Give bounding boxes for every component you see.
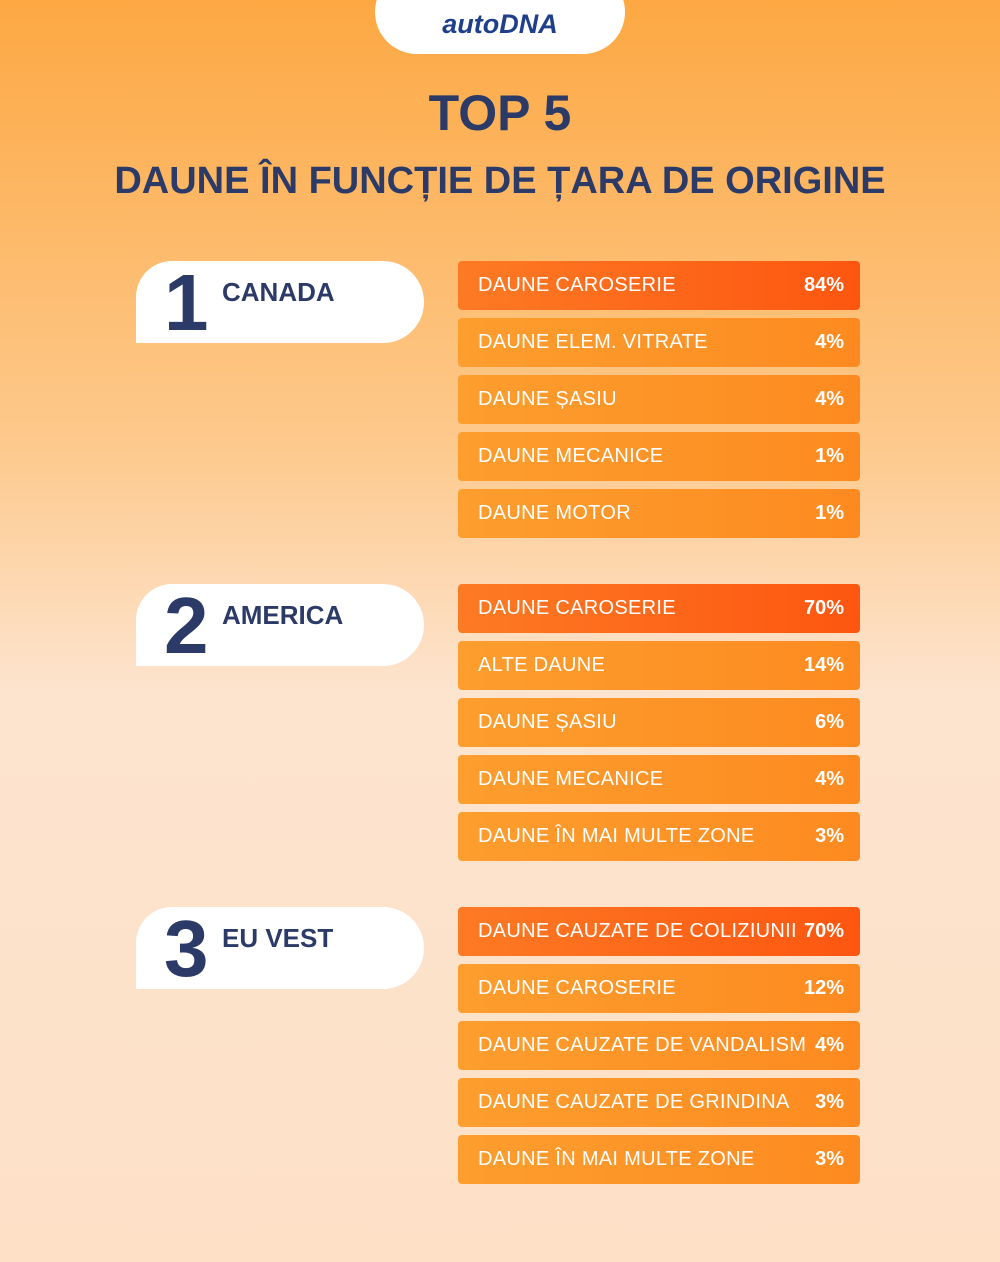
damage-value: 1%	[815, 502, 844, 524]
subtitle: DAUNE ÎN FUNCȚIE DE ȚARA DE ORIGINE	[114, 160, 886, 202]
damage-label: DAUNE CAROSERIE	[478, 977, 676, 999]
damage-label: DAUNE MOTOR	[478, 502, 631, 524]
country-card: 2 AMERICA	[136, 581, 424, 670]
damage-label: DAUNE CAUZATE DE GRINDINA	[478, 1091, 790, 1113]
damage-label: DAUNE ÎN MAI MULTE ZONE	[478, 825, 755, 847]
damage-value: 1%	[815, 445, 844, 467]
title: TOP 5	[428, 85, 572, 141]
country: EU VEST	[222, 923, 334, 953]
damage-row: ALTE DAUNE 14%	[458, 641, 860, 690]
damage-row: DAUNE ELEM. VITRATE 4%	[458, 318, 860, 367]
damage-row: DAUNE CAUZATE DE COLIZIUNII 70%	[458, 907, 860, 956]
damage-label: DAUNE ELEM. VITRATE	[478, 331, 708, 353]
damage-value: 6%	[815, 711, 844, 733]
damage-row: DAUNE CAROSERIE 70%	[458, 584, 860, 633]
damage-value: 4%	[815, 768, 844, 790]
rank: 2	[164, 581, 209, 670]
damage-label: DAUNE CAROSERIE	[478, 274, 676, 296]
damage-label: DAUNE ÎN MAI MULTE ZONE	[478, 1148, 755, 1170]
rank: 1	[164, 258, 209, 347]
damage-row: DAUNE ÎN MAI MULTE ZONE 3%	[458, 812, 860, 861]
damage-row: DAUNE ȘASIU 6%	[458, 698, 860, 747]
damage-label: DAUNE ȘASIU	[478, 711, 617, 733]
damage-value: 14%	[803, 654, 844, 676]
damage-row: DAUNE MOTOR 1%	[458, 489, 860, 538]
damage-value: 70%	[803, 597, 844, 619]
damage-row: DAUNE ÎN MAI MULTE ZONE 3%	[458, 1135, 860, 1184]
damage-row: DAUNE CAROSERIE 12%	[458, 964, 860, 1013]
damage-row: DAUNE MECANICE 4%	[458, 755, 860, 804]
damage-value: 4%	[815, 1034, 844, 1056]
logo: autoDNA	[375, 0, 625, 54]
damage-label: DAUNE CAUZATE DE VANDALISM	[478, 1034, 807, 1056]
country-card: 1 CANADA	[136, 258, 424, 347]
damage-label: DAUNE ȘASIU	[478, 388, 617, 410]
damage-row: DAUNE CAUZATE DE GRINDINA 3%	[458, 1078, 860, 1127]
country: AMERICA	[222, 600, 344, 630]
damage-value: 70%	[803, 920, 844, 942]
damage-label: DAUNE CAROSERIE	[478, 597, 676, 619]
damage-label: DAUNE CAUZATE DE COLIZIUNII	[478, 920, 797, 942]
damage-value: 3%	[815, 1091, 844, 1113]
damage-value: 3%	[815, 825, 844, 847]
country-card: 3 EU VEST	[136, 904, 424, 993]
damage-row: DAUNE CAROSERIE 84%	[458, 261, 860, 310]
damage-row: DAUNE ȘASIU 4%	[458, 375, 860, 424]
damage-label: DAUNE MECANICE	[478, 768, 664, 790]
damage-value: 3%	[815, 1148, 844, 1170]
damage-value: 4%	[815, 331, 844, 353]
damage-value: 12%	[803, 977, 844, 999]
damage-value: 4%	[815, 388, 844, 410]
country: CANADA	[222, 277, 335, 307]
damage-row: DAUNE CAUZATE DE VANDALISM 4%	[458, 1021, 860, 1070]
damage-value: 84%	[803, 274, 844, 296]
damage-label: ALTE DAUNE	[478, 654, 606, 676]
damage-label: DAUNE MECANICE	[478, 445, 664, 467]
damage-row: DAUNE MECANICE 1%	[458, 432, 860, 481]
rank: 3	[164, 904, 209, 993]
